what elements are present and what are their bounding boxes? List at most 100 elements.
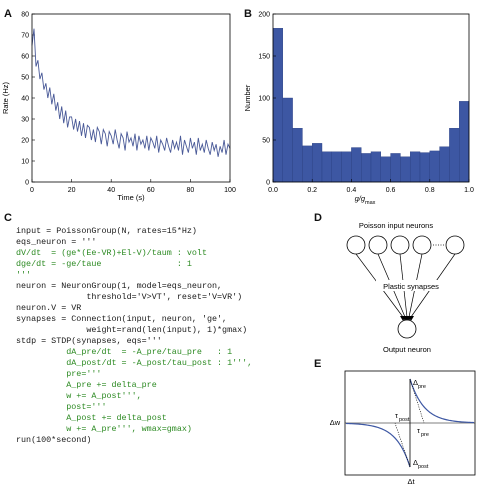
histogram-bar [390,153,401,183]
histogram-xtick-label: 0.4 [347,187,357,194]
histogram-bar [292,128,303,183]
network-diagram: Poisson input neurons Plastic synapses O… [346,221,465,354]
rate-chart-xlabel: Time (s) [117,193,145,202]
code-line: dA_pre/dt = -A_pre/tau_pre : 1 [16,347,233,357]
delta-post-label: Δ [413,458,418,467]
histogram-ytick-label: 50 [262,138,270,145]
tau-post-label: τ [395,411,398,420]
histogram-bar [302,145,313,183]
rate-chart-frame [31,13,231,183]
panel-e-letter: E [314,358,322,370]
code-line: w += A_post''', [16,391,142,401]
stdp-curve [345,378,475,468]
stdp-window-plot: Δw Δt Δ pre Δ post τ post τ pre [330,370,476,486]
histogram-bar [321,151,333,183]
histogram-xlabel: g/g [355,194,366,203]
rate-chart-ytick-label: 20 [21,138,29,145]
tau-pre-tangent [409,378,425,424]
histogram-xtick-label: 0.8 [425,187,435,194]
delta-w-axis-label: Δw [330,418,341,427]
histogram-ytick-label: 150 [258,54,270,61]
rate-chart-xtick-label: 40 [107,187,115,194]
rate-chart-xtick-label: 60 [147,187,155,194]
input-neuron [390,235,410,255]
code-line: neuron.V = VR [16,303,82,313]
histogram-ytick-label: 0 [266,180,270,187]
delta-pre-label: Δ [413,378,418,387]
poisson-input-label: Poisson input neurons [359,221,433,230]
code-line: stdp = STDP(synapses, eqs=''' [16,336,162,346]
histogram-bar [331,151,342,183]
rate-chart-ytick-label: 40 [21,96,29,103]
histogram-chart: Number g/g max 0 50 100 150 200 0.0 0.2 0.4 0.6… [243,12,474,207]
rate-chart-ytick-label: 50 [21,75,29,82]
rate-chart-ytick-label: 0 [25,180,29,187]
rate-chart-ytick-label: 70 [21,33,29,40]
panel-c-letter: C [4,212,12,224]
code-line: w += A_pre''', wmax=gmax) [16,424,192,434]
code-line: pre=''' [16,369,102,379]
input-neuron [412,235,432,255]
tau-pre-sub: pre [421,432,429,438]
rate-chart-ytick-label: 30 [21,117,29,124]
input-neuron [368,235,388,255]
rate-chart-ytick-label: 60 [21,54,29,61]
histogram-bar [419,152,431,183]
histogram-xtick-label: 1.0 [464,187,474,194]
histogram-xtick-label: 0.6 [386,187,396,194]
code-line: synapses = Connection(input, neuron, 'ge… [16,314,228,324]
code-line: run(100*second) [16,435,92,445]
histogram-xtick-label: 0.0 [268,187,278,194]
histogram-xlabel-sub: max [365,200,376,206]
delta-t-axis-label: Δt [407,477,415,486]
histogram-bar [370,151,382,183]
code-line: A_pre += delta_pre [16,380,157,390]
panel-a-letter: A [4,8,12,20]
input-neuron [346,235,366,255]
histogram-bar [449,128,460,183]
panel-b-letter: B [244,8,252,20]
rate-series-line [31,28,231,157]
rate-chart-ylabel: Rate (Hz) [1,81,10,114]
plastic-synapses-label: Plastic synapses [383,282,439,291]
histogram-bar [380,156,391,183]
histogram-bar [429,150,440,183]
rate-chart-ytick-label: 10 [21,159,29,166]
histogram-ytick-label: 100 [258,96,270,103]
rate-chart-xtick-label: 100 [224,187,236,194]
code-line: dV/dt = (ge*(Ee-VR)+El-V)/taum : volt [16,248,207,258]
histogram-frame [272,13,470,183]
rate-chart-ytick-label: 80 [21,12,29,19]
histogram-bar [351,147,362,183]
tau-post-sub: post [399,417,410,423]
rate-chart: Rate (Hz) Time (s) 0 10 20 30 40 50 60 70 80 0 20… [1,12,236,203]
histogram-bar [439,146,450,183]
histogram-ylabel: Number [243,84,252,111]
code-line: threshold='V>VT', reset='V=VR') [16,292,243,302]
delta-post-sub: post [418,464,429,470]
code-line: post=''' [16,402,107,412]
histogram-xtick-label: 0.2 [307,187,317,194]
rate-chart-xtick-label: 20 [68,187,76,194]
tau-post-tangent [394,422,411,468]
histogram-bar [311,143,323,183]
input-neuron [445,235,465,255]
histogram-bar [272,28,284,183]
histogram-bar [282,97,293,183]
code-listing: input = PoissonGroup(N, rates=15*Hz) eqs_… [16,226,252,446]
histogram-bar [400,156,411,183]
histogram-bar [409,151,421,183]
code-line: eqs_neuron = ''' [16,237,97,247]
histogram-ytick-label: 200 [258,12,270,19]
code-line: ''' [16,270,32,280]
delta-pre-sub: pre [418,384,426,390]
code-line: dA_post/dt = -A_post/tau_post : 1''', [16,358,253,368]
code-line: A_post += delta_post [16,413,167,423]
panel-d-letter: D [314,212,322,224]
rate-chart-xtick-label: 0 [30,187,34,194]
code-line: weight=rand(len(input), 1)*gmax) [16,325,248,335]
histogram-bar [360,153,372,183]
rate-chart-xtick-label: 80 [187,187,195,194]
tau-pre-label: τ [417,426,420,435]
histogram-bar [341,151,352,183]
